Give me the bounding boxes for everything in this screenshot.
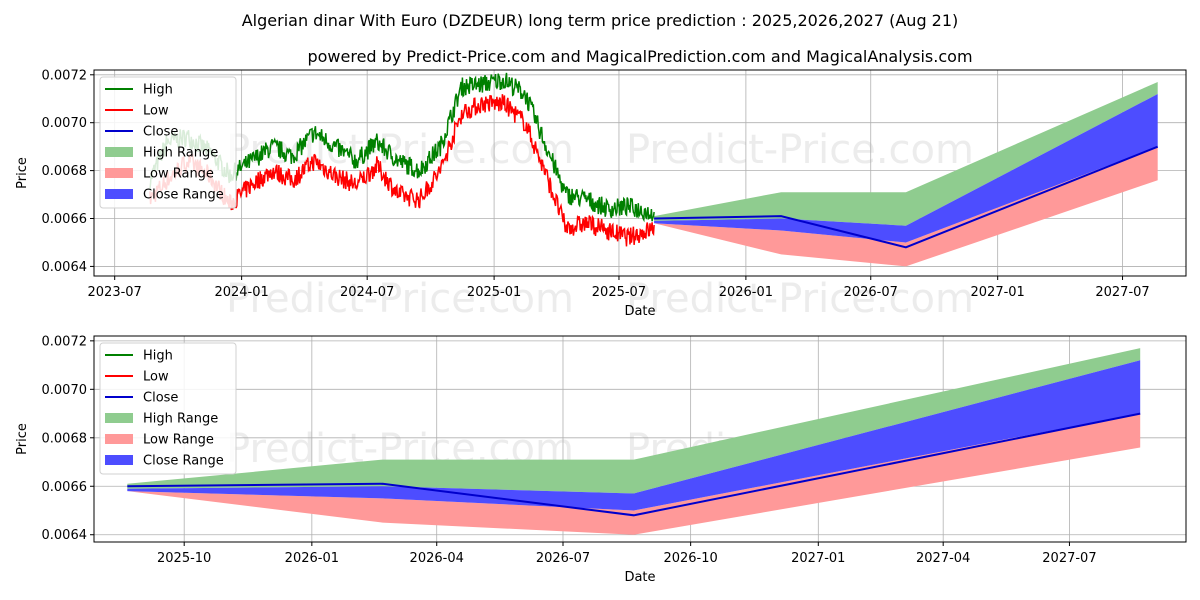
x-tick-label: 2026-01 <box>719 285 773 300</box>
axes-frame <box>93 335 1187 543</box>
watermark-text: Predict-Price.com <box>226 276 574 322</box>
close-forecast-line <box>127 412 1141 517</box>
legend-swatch-low-range <box>105 168 133 178</box>
x-tick-label: 2026-04 <box>410 551 464 566</box>
y-tick-label: 0.0072 <box>42 68 88 83</box>
lower-panel: Predict-Price.comPredict-Price.com2025-1… <box>15 334 1187 585</box>
y-tick-label: 0.0068 <box>42 431 88 446</box>
y-tick-label: 0.0070 <box>42 116 88 131</box>
legend-label-close: Close <box>143 391 178 406</box>
x-tick-label: 2027-07 <box>1095 285 1149 300</box>
x-tick-label: 2024-07 <box>340 285 394 300</box>
legend-label-close-range: Close Range <box>143 188 224 203</box>
close-range-band <box>654 94 1158 243</box>
x-tick-label: 2026-10 <box>663 551 717 566</box>
legend-box <box>99 342 237 475</box>
legend-label-close-range: Close Range <box>143 454 224 469</box>
y-tick-label: 0.0064 <box>42 260 88 275</box>
legend-box <box>99 76 237 209</box>
legend-swatch-close-range <box>105 189 133 199</box>
legend-label-low: Low <box>143 104 169 119</box>
x-axis-label: Date <box>624 304 655 319</box>
x-tick-label: 2026-01 <box>285 551 339 566</box>
legend-label-high: High <box>143 83 173 98</box>
x-tick-label: 2025-10 <box>157 551 211 566</box>
legend-label-low: Low <box>143 370 169 385</box>
upper-panel: Predict-Price.com Predict-Price.com Predic… <box>15 68 1187 322</box>
legend-swatch-high-range <box>105 413 133 423</box>
high-range-band <box>654 82 1158 226</box>
x-tick-label: 2027-04 <box>916 551 970 566</box>
watermark-text: Predict-Price.com <box>226 127 574 173</box>
y-tick-label: 0.0068 <box>42 164 88 179</box>
x-tick-label: 2027-01 <box>791 551 845 566</box>
y-tick-label: 0.0064 <box>42 528 88 543</box>
y-axis-label: Price <box>15 423 30 455</box>
chart-title: Algerian dinar With Euro (DZDEUR) long t… <box>242 11 959 30</box>
x-tick-label: 2025-01 <box>467 285 521 300</box>
chart-subtitle: powered by Predict-Price.com and Magical… <box>307 47 972 66</box>
x-axis-label: Date <box>624 570 655 585</box>
high-range-band <box>127 348 1141 494</box>
axes-frame <box>93 69 1187 277</box>
x-tick-label: 2025-07 <box>592 285 646 300</box>
watermark-text: Predict-Price.com <box>626 127 974 173</box>
close-forecast-line <box>654 145 1159 249</box>
y-tick-label: 0.0066 <box>42 480 88 495</box>
legend: High Low Close High Range Low Range Close Ran… <box>99 76 237 209</box>
legend: High Low Close High Range Low Range Close Ran… <box>99 342 237 475</box>
x-tick-label: 2026-07 <box>844 285 898 300</box>
x-tick-label: 2027-07 <box>1042 551 1096 566</box>
y-tick-label: 0.0070 <box>42 383 88 398</box>
legend-label-high: High <box>143 349 173 364</box>
legend-label-low-range: Low Range <box>143 433 214 448</box>
legend-label-high-range: High Range <box>143 146 218 161</box>
y-axis-label: Price <box>15 157 30 189</box>
x-tick-label: 2024-01 <box>214 285 268 300</box>
x-tick-label: 2026-07 <box>536 551 590 566</box>
x-tick-label: 2027-01 <box>971 285 1025 300</box>
legend-swatch-close-range <box>105 455 133 465</box>
legend-label-low-range: Low Range <box>143 167 214 182</box>
watermark-text: Predict-Price.com <box>626 276 974 322</box>
close-range-band <box>127 360 1141 511</box>
legend-swatch-low-range <box>105 434 133 444</box>
legend-label-high-range: High Range <box>143 412 218 427</box>
legend-swatch-high-range <box>105 147 133 157</box>
legend-label-close: Close <box>143 125 178 140</box>
y-tick-label: 0.0072 <box>42 334 88 349</box>
low-range-band <box>654 146 1158 267</box>
plot-area <box>127 348 1141 535</box>
x-tick-label: 2023-07 <box>88 285 142 300</box>
low-range-band <box>127 413 1141 535</box>
y-tick-label: 0.0066 <box>42 212 88 227</box>
